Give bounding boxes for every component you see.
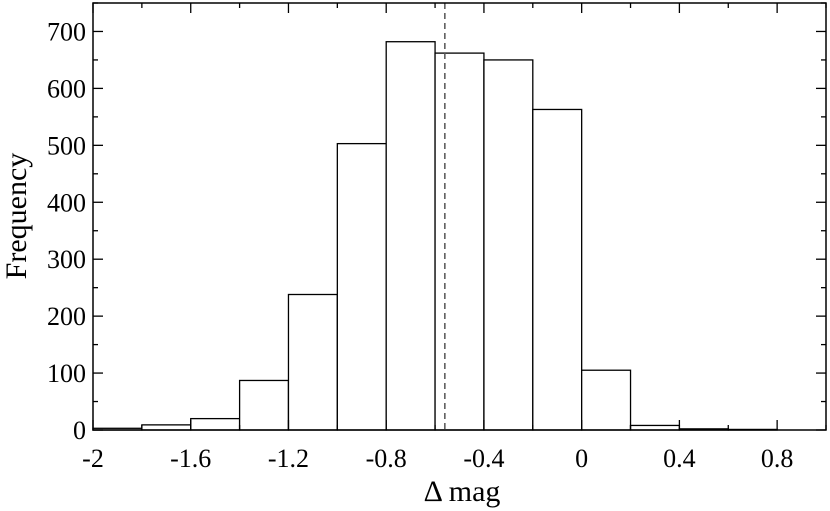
x-tick-label: 0.4	[663, 444, 696, 473]
y-tick-label: 300	[47, 245, 86, 274]
histogram-bar	[238, 379, 290, 431]
histogram-bar	[532, 108, 583, 431]
x-tick-label: 0.8	[761, 444, 794, 473]
histogram-bar	[434, 52, 485, 431]
histogram-bar	[287, 293, 338, 431]
x-tick-label: 0	[575, 444, 588, 473]
x-tick-label: -1.6	[170, 444, 211, 473]
y-tick-label: 500	[47, 131, 86, 160]
y-tick-label: 0	[73, 416, 86, 445]
x-tick-label: -0.4	[463, 444, 504, 473]
histogram-bar	[336, 142, 387, 431]
x-axis-ticks: -2 -1.6 -1.2 -0.8 -0.4 0 0.4 0.8	[82, 3, 827, 473]
y-tick-label: 400	[47, 188, 86, 217]
histogram-bar	[190, 417, 241, 431]
x-tick-label: -0.8	[366, 444, 407, 473]
histogram-bar	[385, 41, 436, 431]
y-tick-label: 600	[47, 74, 86, 103]
x-tick-label: -1.2	[268, 444, 309, 473]
y-axis-title: Frequency	[0, 153, 33, 280]
histogram-bar	[581, 369, 632, 431]
histogram-bar	[141, 424, 192, 431]
y-tick-label: 200	[47, 302, 86, 331]
y-tick-label: 100	[47, 359, 86, 388]
histogram-bars	[92, 41, 778, 431]
y-axis-ticks: 0 100 200 300 400 500 600 700	[47, 2, 826, 445]
plot-frame	[92, 2, 827, 431]
x-tick-label: -2	[82, 444, 104, 473]
histogram-bar	[483, 59, 534, 431]
y-tick-label: 700	[47, 17, 86, 46]
x-axis-title: Δ mag	[424, 475, 501, 508]
